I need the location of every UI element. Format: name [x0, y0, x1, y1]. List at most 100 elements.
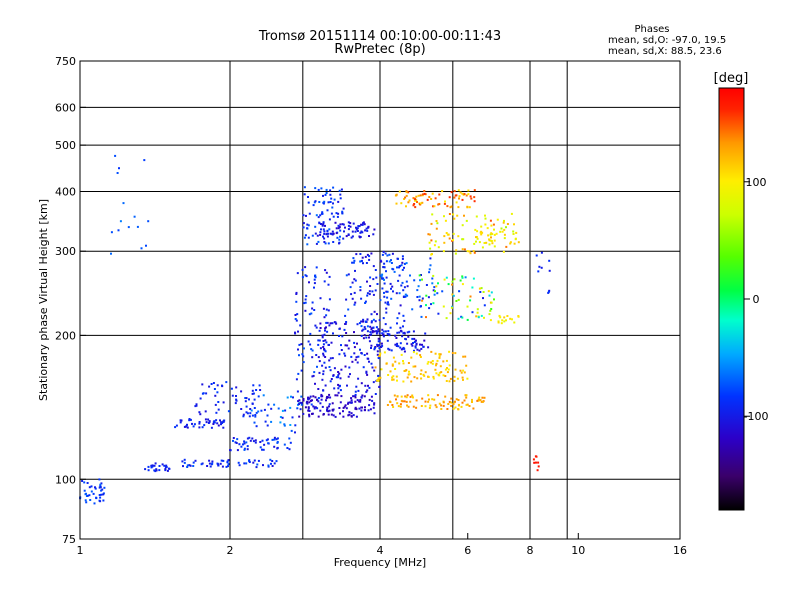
- data-point: [450, 397, 453, 400]
- data-point: [344, 323, 347, 325]
- data-point: [279, 421, 282, 424]
- data-point: [359, 348, 361, 351]
- data-point: [360, 352, 363, 355]
- data-point: [370, 313, 373, 316]
- data-point: [370, 321, 373, 324]
- data-point: [381, 273, 384, 276]
- data-point: [329, 357, 332, 360]
- data-point: [481, 396, 484, 399]
- data-point: [418, 274, 421, 277]
- data-point: [267, 464, 270, 467]
- data-point: [345, 321, 348, 323]
- data-point: [402, 380, 405, 383]
- data-point: [442, 360, 445, 363]
- data-point: [302, 355, 305, 358]
- data-point: [273, 436, 276, 439]
- data-point: [490, 232, 493, 235]
- data-point: [415, 406, 418, 409]
- data-point: [383, 282, 386, 285]
- data-point: [431, 360, 434, 362]
- data-point: [372, 265, 375, 268]
- data-point: [254, 414, 257, 416]
- data-point: [296, 390, 299, 393]
- data-point: [144, 468, 147, 471]
- data-point: [439, 353, 442, 356]
- data-point: [244, 400, 247, 403]
- data-point: [448, 196, 451, 199]
- data-point: [357, 377, 360, 380]
- data-point: [315, 242, 318, 245]
- data-point: [384, 301, 387, 304]
- data-point: [302, 214, 305, 217]
- data-point: [323, 361, 326, 364]
- data-point: [296, 407, 299, 410]
- data-point: [359, 289, 362, 292]
- data-point: [475, 315, 478, 318]
- data-point: [471, 398, 473, 401]
- data-point: [288, 448, 291, 451]
- data-point: [332, 241, 335, 243]
- data-point: [168, 467, 171, 470]
- data-point: [208, 459, 211, 462]
- data-point: [381, 328, 384, 331]
- data-point: [151, 465, 154, 468]
- data-point: [313, 278, 316, 281]
- data-point: [401, 268, 404, 271]
- data-point: [463, 193, 466, 195]
- data-point: [307, 340, 310, 343]
- data-point: [383, 262, 386, 265]
- data-point: [376, 345, 379, 348]
- data-point: [489, 319, 492, 322]
- data-point: [421, 397, 424, 400]
- data-point: [323, 316, 326, 319]
- data-point: [154, 462, 157, 465]
- data-point: [361, 256, 364, 259]
- data-point: [366, 253, 369, 256]
- data-point: [90, 490, 93, 493]
- data-point: [201, 383, 204, 386]
- data-point: [435, 372, 438, 375]
- data-point: [320, 228, 322, 231]
- data-point: [303, 193, 306, 196]
- data-point: [103, 486, 106, 489]
- data-point: [326, 409, 328, 411]
- data-point: [421, 278, 423, 281]
- data-point: [217, 408, 220, 411]
- data-point: [340, 188, 343, 191]
- data-point: [245, 441, 248, 444]
- data-point: [341, 210, 344, 213]
- data-point: [262, 394, 265, 397]
- data-point: [344, 314, 347, 317]
- data-point: [221, 465, 224, 468]
- data-point: [402, 362, 405, 365]
- data-point: [434, 404, 437, 407]
- data-point: [461, 316, 464, 319]
- data-point: [110, 252, 112, 255]
- data-point: [378, 385, 381, 388]
- data-point: [429, 264, 432, 267]
- data-point: [481, 246, 484, 249]
- data-point: [222, 459, 225, 462]
- data-point: [366, 292, 369, 295]
- data-point: [215, 419, 218, 422]
- stats-line-o: mean, sd,O: -97.0, 19.5: [608, 35, 726, 46]
- data-point: [404, 295, 407, 298]
- data-point: [245, 405, 248, 408]
- data-point: [83, 481, 86, 484]
- data-point: [342, 223, 345, 226]
- y-tick-label: 750: [55, 55, 76, 68]
- data-point: [433, 244, 436, 247]
- data-point: [512, 233, 515, 235]
- data-point: [391, 363, 394, 366]
- data-point: [465, 364, 468, 367]
- data-point: [420, 369, 423, 372]
- data-point: [411, 308, 414, 311]
- data-point: [372, 233, 375, 236]
- data-point: [350, 401, 353, 404]
- data-point: [314, 232, 317, 235]
- data-point: [381, 287, 384, 290]
- data-point: [432, 274, 435, 277]
- data-point: [444, 375, 447, 377]
- data-point: [377, 340, 380, 343]
- data-point: [415, 399, 418, 402]
